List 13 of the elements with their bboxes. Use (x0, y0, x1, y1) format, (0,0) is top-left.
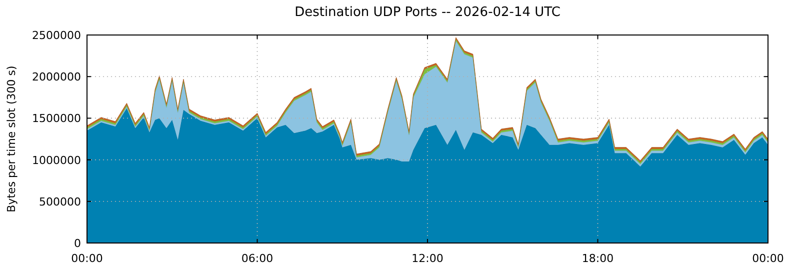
y-tick-label: 1000000 (32, 154, 81, 167)
y-tick-label: 2000000 (32, 70, 81, 84)
x-tick-label: 12:00 (412, 252, 444, 265)
y-tick-label: 0 (74, 237, 81, 250)
x-tick-label: 06:00 (241, 252, 274, 265)
x-tick-label: 00:00 (752, 252, 784, 265)
y-tick-label: 500000 (39, 195, 81, 208)
chart-title: Destination UDP Ports -- 2026-02-14 UTC (294, 5, 560, 20)
y-tick-label: 2500000 (32, 29, 81, 42)
y-axis-title: Bytes per time slot (300 s) (5, 66, 18, 212)
x-tick-label: 18:00 (582, 252, 614, 265)
y-tick-label: 1500000 (32, 112, 81, 126)
x-tick-label: 00:00 (71, 252, 103, 265)
